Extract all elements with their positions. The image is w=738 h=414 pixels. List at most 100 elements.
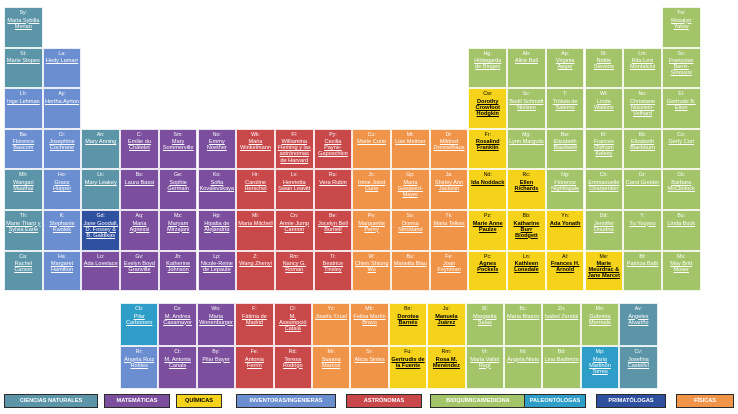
element-cell[interactable]: Bn: Dorotea Barnés <box>389 303 427 346</box>
element-cell[interactable]: C: Emilie du Châtelet <box>120 129 159 170</box>
scientist-name-link[interactable]: Jennifer Doudna <box>586 221 623 233</box>
scientist-name-link[interactable]: Lise Meitner <box>392 139 429 145</box>
scientist-name-link[interactable]: Marie Curie <box>353 139 390 145</box>
element-cell[interactable]: Be: Jocelyn Bell Burnell <box>314 210 353 251</box>
element-cell[interactable]: Ni: Ángela Nieto <box>504 346 542 389</box>
scientist-name-link[interactable]: Maria Martinón Torres <box>582 357 618 375</box>
element-cell[interactable]: Mt: Lise Meitner <box>391 129 430 170</box>
scientist-name-link[interactable]: Williamina Fleming y las astrónomas de H… <box>276 139 313 163</box>
element-cell[interactable]: Aq: Maria Agnessi <box>120 210 159 251</box>
element-cell[interactable]: Nd: Ida Noddack <box>468 169 507 210</box>
scientist-name-link[interactable]: Margarita Salas <box>467 314 503 326</box>
scientist-name-link[interactable]: Josefa Yzuel <box>313 314 349 320</box>
element-cell[interactable]: Ap: Virginia Apgar <box>546 48 585 89</box>
element-cell[interactable]: Ln: Kathleen Lonsdale <box>507 251 546 292</box>
element-cell[interactable]: Jc: Irène Joliot Curie <box>352 169 391 210</box>
element-cell[interactable]: Ng: Florence Nightingale <box>546 169 585 210</box>
scientist-name-link[interactable]: Chien Shiung Wu <box>353 261 390 273</box>
scientist-name-link[interactable]: Fátima de Madrid <box>236 314 272 326</box>
element-cell[interactable]: Pz: Marie Anne Paulze <box>468 210 507 251</box>
element-cell[interactable]: Yz: Josefa Yzuel <box>312 303 350 346</box>
scientist-name-link[interactable]: Katharine Burr Blodgett <box>508 221 545 239</box>
scientist-name-link[interactable]: Emmanuelle Charpentier <box>586 180 623 192</box>
element-cell[interactable]: Me: Marie Meurdrac & Jane Marcet <box>585 251 624 292</box>
scientist-name-link[interactable]: Cecilia Payne-Gaposchkin <box>315 139 352 157</box>
element-cell[interactable]: Cv: Josefina Castellví <box>619 346 657 389</box>
scientist-name-link[interactable]: Annie Jump Cannon <box>276 221 313 233</box>
element-cell[interactable]: Rr: Ángela Ruiz Robles <box>120 346 158 389</box>
element-cell[interactable]: Th: Marie Tharp y Sylvia Earle <box>4 210 43 251</box>
scientist-name-link[interactable]: Wangari Maathai <box>5 180 42 192</box>
element-cell[interactable]: Sm: Mary Sommerville <box>159 129 198 170</box>
scientist-name-link[interactable]: Frances Oldham Kelsey <box>586 139 623 157</box>
element-cell[interactable]: Bk: Elizabeth Blackburn <box>623 129 662 170</box>
scientist-name-link[interactable]: Ida Noddack <box>469 180 506 186</box>
element-cell[interactable]: Lk: Mary Leakey <box>81 169 120 210</box>
scientist-name-link[interactable]: Evelyn Boyd Granville <box>121 261 158 273</box>
element-cell[interactable]: Mr: Susana Marcos <box>312 346 350 389</box>
scientist-name-link[interactable]: Ángeles Alvariño <box>620 314 656 326</box>
element-cell[interactable]: So: Donna Strickland <box>391 210 430 251</box>
element-cell[interactable]: Hr: Caroline Herschel <box>236 169 275 210</box>
scientist-name-link[interactable]: Elizabeth Blackwell <box>547 139 584 151</box>
element-cell[interactable]: Hp: Hipatia de Alejandría <box>198 210 237 251</box>
scientist-name-link[interactable]: Maria Blasco <box>505 314 541 320</box>
element-cell[interactable]: Fl: Williamina Fleming y las astrónomas d… <box>275 129 314 170</box>
scientist-name-link[interactable]: Felisa Martín Bravo <box>351 314 387 326</box>
scientist-name-link[interactable]: Katherine Johnson <box>160 261 197 273</box>
element-cell[interactable]: Mi: Maria Mitchell <box>236 210 275 251</box>
element-cell[interactable]: Ca: Rachel Carson <box>4 251 43 292</box>
scientist-name-link[interactable]: Nettie Stevens <box>586 58 623 70</box>
scientist-name-link[interactable]: Caroline Herschel <box>237 180 274 192</box>
scientist-name-link[interactable]: Emilie du Châtelet <box>121 139 158 151</box>
scientist-name-link[interactable]: Frances H. Arnold <box>547 261 584 273</box>
scientist-name-link[interactable]: Barbara McClintock <box>663 180 700 192</box>
element-cell[interactable]: Fe: Antonia Ferrín <box>235 346 273 389</box>
element-cell[interactable]: Zn: Isabel Zendal <box>542 303 580 346</box>
element-cell[interactable]: Cw: Dorothy Crowfoot Hodgkin <box>468 88 507 129</box>
element-cell[interactable]: Fe: Joan Feynman <box>430 251 469 292</box>
scientist-name-link[interactable]: Grace Hopper <box>44 180 81 192</box>
element-cell[interactable]: Lm: Rita Levi Montalcini <box>623 48 662 89</box>
scientist-name-link[interactable]: Joan Feynman <box>431 261 468 273</box>
scientist-name-link[interactable]: Pilar Carbonero <box>121 314 157 326</box>
element-cell[interactable]: Mo: Gabriela Morreale <box>581 303 619 346</box>
element-cell[interactable]: Z: Wang Zhenyi <box>236 251 275 292</box>
scientist-name-link[interactable]: M. Andrea Casamayor <box>159 314 195 326</box>
scientist-name-link[interactable]: Mary Sommerville <box>160 139 197 151</box>
scientist-name-link[interactable]: Maria Mitchell <box>237 221 274 227</box>
scientist-name-link[interactable]: Maria Vallet Regí <box>467 357 503 369</box>
element-cell[interactable]: Wo: Maria Wonenburger <box>197 303 235 346</box>
element-cell[interactable]: Bt: Patricia Bath <box>623 251 662 292</box>
scientist-name-link[interactable]: Ellen Richards <box>508 180 545 192</box>
element-cell[interactable]: Ch: Emmanuelle Charpentier <box>585 169 624 210</box>
scientist-name-link[interactable]: Patricia Bath <box>624 261 661 267</box>
element-cell[interactable]: Sr: Alicia Sintes <box>350 346 388 389</box>
element-cell[interactable]: Lv: Henrietta Swan Leavitt <box>275 169 314 210</box>
element-cell[interactable]: Pe: Marguerite Perey <box>352 210 391 251</box>
element-cell[interactable]: Ha: Margaret Hamilton <box>43 251 82 292</box>
element-cell[interactable]: Al: Frances H. Arnold <box>546 251 585 292</box>
element-cell[interactable]: Lo: Ada Lovelace <box>81 251 120 292</box>
element-cell[interactable]: Mb: Felisa Martín Bravo <box>350 303 388 346</box>
scientist-name-link[interactable]: Marie Stopes <box>5 58 42 64</box>
scientist-name-link[interactable]: Jocelyn Bell Burnell <box>315 221 352 233</box>
scientist-name-link[interactable]: Florence Bascom <box>5 139 42 151</box>
scientist-name-link[interactable]: Ada Yonath <box>547 221 584 227</box>
element-cell[interactable]: Cs: M. Andrea Casamayor <box>158 303 196 346</box>
scientist-name-link[interactable]: Donna Strickland <box>392 221 429 233</box>
element-cell[interactable]: Yn: Ada Yonath <box>546 210 585 251</box>
scientist-name-link[interactable]: Josefina Castellví <box>620 357 656 369</box>
scientist-name-link[interactable]: Marie Anne Paulze <box>469 221 506 233</box>
element-cell[interactable]: Ge: Sophie Germain <box>159 169 198 210</box>
scientist-name-link[interactable]: Gertrudis de la Fuente <box>390 357 426 369</box>
element-cell[interactable]: T: Trótula de Salerno <box>546 88 585 129</box>
element-cell[interactable]: Ba: Florence Bascom <box>4 129 43 170</box>
scientist-name-link[interactable]: Sophie Germain <box>160 180 197 192</box>
scientist-name-link[interactable]: Maria Agnessi <box>121 221 158 233</box>
element-cell[interactable]: Vr: Maria Vallet Regí <box>466 346 504 389</box>
element-cell[interactable]: Hg: Hildegarda de Bingen <box>468 48 507 89</box>
scientist-name-link[interactable]: Gerty Cori <box>663 139 700 145</box>
element-cell[interactable]: La: Hedy Lamarr <box>43 48 82 89</box>
scientist-name-link[interactable]: Shirley Ann Jackson <box>431 180 468 192</box>
